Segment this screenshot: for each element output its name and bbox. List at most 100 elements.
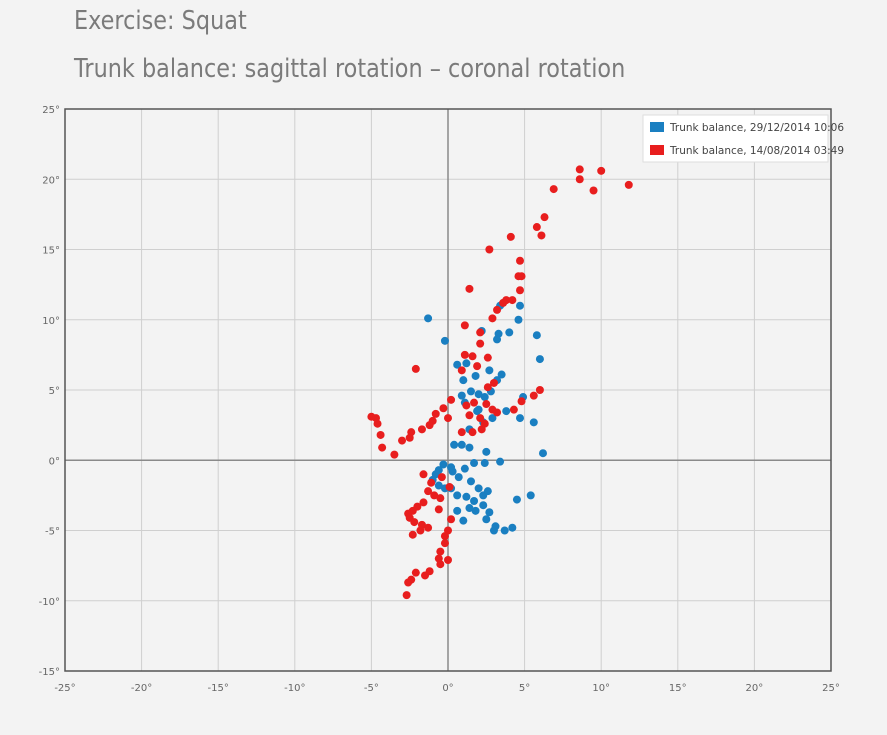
data-point-series-2[interactable] [549,185,558,194]
data-point-series-1[interactable] [473,407,482,416]
data-point-series-2[interactable] [488,314,497,323]
data-point-series-2[interactable] [421,571,430,580]
data-point-series-2[interactable] [476,414,485,423]
data-point-series-2[interactable] [417,425,426,434]
data-point-series-2[interactable] [405,433,414,442]
data-point-series-2[interactable] [376,430,385,439]
data-point-series-1[interactable] [448,467,457,476]
data-point-series-2[interactable] [390,450,399,459]
data-point-series-2[interactable] [575,165,584,174]
data-point-series-2[interactable] [535,386,544,394]
data-point-series-2[interactable] [411,568,420,577]
data-point-series-2[interactable] [489,378,498,387]
data-point-series-2[interactable] [444,414,452,423]
data-point-series-2[interactable] [424,487,433,496]
data-point-series-2[interactable] [411,364,420,373]
data-point-series-1[interactable] [470,496,479,505]
data-point-series-1[interactable] [465,443,474,452]
data-point-series-2[interactable] [436,494,445,503]
data-point-series-2[interactable] [517,397,526,406]
data-point-series-2[interactable] [457,428,466,437]
data-point-series-1[interactable] [424,314,433,323]
data-point-series-1[interactable] [460,464,469,473]
data-point-series-2[interactable] [597,166,606,175]
data-point-series-2[interactable] [516,256,525,265]
data-point-series-1[interactable] [453,506,462,515]
data-point-series-1[interactable] [526,491,535,500]
data-point-series-2[interactable] [473,362,482,371]
data-point-series-1[interactable] [465,504,474,513]
data-point-series-2[interactable] [532,223,541,232]
data-point-series-2[interactable] [624,180,633,189]
data-point-series-1[interactable] [459,376,468,385]
data-point-series-1[interactable] [471,371,480,380]
data-point-series-1[interactable] [532,331,541,340]
data-point-series-1[interactable] [483,487,492,496]
data-point-series-2[interactable] [575,175,584,184]
data-point-series-1[interactable] [500,526,509,535]
data-point-series-1[interactable] [505,328,514,337]
data-point-series-2[interactable] [493,305,502,314]
data-point-series-1[interactable] [497,370,506,379]
data-point-series-1[interactable] [502,407,511,416]
data-point-series-2[interactable] [465,411,474,420]
data-point-series-1[interactable] [434,466,443,475]
data-point-series-2[interactable] [499,298,508,307]
data-point-series-2[interactable] [436,547,445,556]
data-point-series-2[interactable] [419,498,428,507]
data-point-series-2[interactable] [404,578,413,587]
data-point-series-1[interactable] [508,523,517,532]
data-point-series-2[interactable] [424,523,433,532]
data-point-series-2[interactable] [483,353,492,362]
data-point-series-2[interactable] [529,391,538,400]
data-point-series-1[interactable] [453,360,462,369]
data-point-series-1[interactable] [434,481,443,490]
data-point-series-2[interactable] [482,400,491,409]
data-point-series-2[interactable] [460,321,469,330]
data-point-series-2[interactable] [427,478,436,487]
data-point-series-1[interactable] [462,492,471,501]
data-point-series-1[interactable] [538,449,547,458]
data-point-series-1[interactable] [485,366,494,375]
data-point-series-2[interactable] [477,425,486,434]
data-point-series-2[interactable] [476,328,485,337]
data-point-series-2[interactable] [476,339,485,348]
data-point-series-2[interactable] [483,383,492,392]
data-point-series-2[interactable] [485,245,494,254]
data-point-series-2[interactable] [378,443,387,452]
data-point-series-2[interactable] [402,591,411,600]
data-point-series-2[interactable] [425,421,434,430]
data-point-series-1[interactable] [466,477,475,486]
data-point-series-2[interactable] [437,473,446,482]
data-point-series-2[interactable] [447,395,456,404]
data-point-series-1[interactable] [440,336,449,345]
data-point-series-1[interactable] [462,359,471,368]
data-point-series-2[interactable] [509,405,518,414]
data-point-series-1[interactable] [529,418,538,427]
legend[interactable]: Trunk balance, 29/12/2014 10:06 Trunk bal… [642,114,844,163]
data-point-series-1[interactable] [459,516,468,525]
data-point-series-2[interactable] [419,470,428,479]
data-point-series-2[interactable] [468,428,477,437]
data-point-series-2[interactable] [434,505,443,514]
legend-swatch[interactable] [650,122,664,132]
data-point-series-1[interactable] [450,440,459,449]
data-point-series-1[interactable] [512,495,521,504]
data-point-series-2[interactable] [410,518,419,527]
data-point-series-2[interactable] [537,231,546,240]
data-point-series-2[interactable] [517,272,526,281]
data-point-series-2[interactable] [440,539,449,548]
data-point-series-1[interactable] [474,484,483,493]
data-point-series-2[interactable] [398,436,407,445]
data-point-series-1[interactable] [496,457,505,466]
data-point-series-2[interactable] [445,482,454,491]
data-point-series-1[interactable] [493,335,502,344]
data-point-series-1[interactable] [470,459,479,468]
data-point-series-2[interactable] [462,401,471,410]
data-point-series-1[interactable] [480,459,489,468]
data-point-series-2[interactable] [430,491,439,500]
data-point-series-1[interactable] [489,526,498,535]
data-point-series-2[interactable] [465,284,474,293]
data-point-series-1[interactable] [514,315,523,324]
data-point-series-2[interactable] [460,350,469,359]
